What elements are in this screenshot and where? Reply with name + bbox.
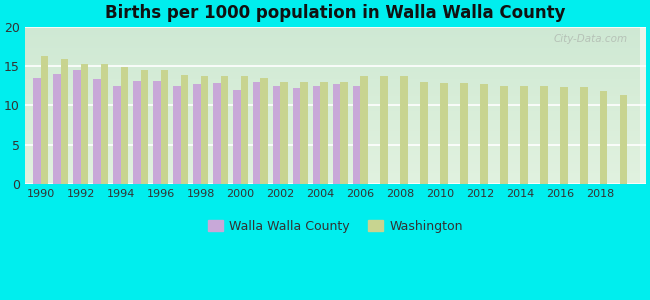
Text: City-Data.com: City-Data.com (553, 34, 627, 44)
Bar (53, 74, 61, 184)
Bar (261, 78, 268, 184)
Bar (293, 88, 300, 184)
Bar (560, 87, 567, 184)
Bar (73, 70, 81, 184)
Bar (500, 86, 508, 184)
Bar (353, 86, 360, 184)
Bar (420, 82, 428, 184)
Bar (161, 70, 168, 184)
Bar (220, 76, 228, 184)
Bar (580, 87, 588, 184)
Bar (133, 81, 140, 184)
Bar (380, 76, 388, 184)
Bar (280, 82, 288, 184)
Bar (253, 82, 261, 184)
Title: Births per 1000 population in Walla Walla County: Births per 1000 population in Walla Wall… (105, 4, 566, 22)
Bar (400, 76, 408, 184)
Bar (33, 78, 41, 184)
Bar (341, 82, 348, 184)
Legend: Walla Walla County, Washington: Walla Walla County, Washington (203, 215, 468, 238)
Bar (313, 86, 320, 184)
Bar (101, 64, 109, 184)
Bar (233, 90, 240, 184)
Bar (173, 86, 181, 184)
Bar (480, 84, 488, 184)
Bar (181, 75, 188, 184)
Bar (93, 80, 101, 184)
Bar (113, 86, 121, 184)
Bar (61, 59, 68, 184)
Bar (213, 83, 220, 184)
Bar (620, 95, 627, 184)
Bar (440, 83, 448, 184)
Bar (520, 86, 528, 184)
Bar (300, 82, 308, 184)
Bar (460, 83, 468, 184)
Bar (201, 76, 208, 184)
Bar (360, 76, 368, 184)
Bar (81, 64, 88, 184)
Bar (121, 67, 128, 184)
Bar (193, 84, 201, 184)
Bar (600, 91, 608, 184)
Bar (333, 84, 341, 184)
Bar (273, 86, 280, 184)
Bar (140, 70, 148, 184)
Bar (153, 81, 161, 184)
Bar (240, 76, 248, 184)
Bar (540, 86, 547, 184)
Bar (320, 82, 328, 184)
Bar (41, 56, 49, 184)
